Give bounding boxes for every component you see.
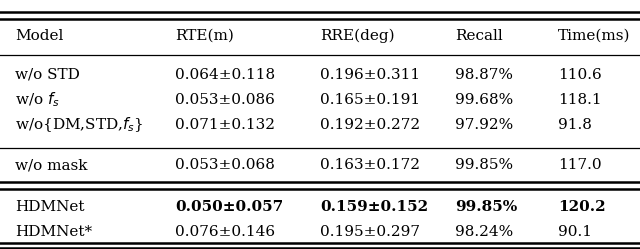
Text: 118.1: 118.1 [558, 93, 602, 107]
Text: 99.85%: 99.85% [455, 158, 513, 172]
Text: RTE(m): RTE(m) [175, 29, 234, 43]
Text: w/o STD: w/o STD [15, 68, 80, 82]
Text: 0.050±0.057: 0.050±0.057 [175, 200, 284, 214]
Text: 97.92%: 97.92% [455, 118, 513, 132]
Text: 99.68%: 99.68% [455, 93, 513, 107]
Text: 0.159±0.152: 0.159±0.152 [320, 200, 428, 214]
Text: 0.071±0.132: 0.071±0.132 [175, 118, 275, 132]
Text: w/o{DM,STD,$f_s$}: w/o{DM,STD,$f_s$} [15, 116, 143, 134]
Text: 110.6: 110.6 [558, 68, 602, 82]
Text: 0.192±0.272: 0.192±0.272 [320, 118, 420, 132]
Text: Time(ms): Time(ms) [558, 29, 630, 43]
Text: 98.24%: 98.24% [455, 225, 513, 239]
Text: 0.064±0.118: 0.064±0.118 [175, 68, 275, 82]
Text: HDMNet: HDMNet [15, 200, 84, 214]
Text: w/o mask: w/o mask [15, 158, 88, 172]
Text: 0.053±0.068: 0.053±0.068 [175, 158, 275, 172]
Text: 0.163±0.172: 0.163±0.172 [320, 158, 420, 172]
Text: w/o $f_s$: w/o $f_s$ [15, 91, 60, 109]
Text: 0.196±0.311: 0.196±0.311 [320, 68, 420, 82]
Text: 99.85%: 99.85% [455, 200, 517, 214]
Text: Recall: Recall [455, 29, 503, 43]
Text: 117.0: 117.0 [558, 158, 602, 172]
Text: 0.053±0.086: 0.053±0.086 [175, 93, 275, 107]
Text: 98.87%: 98.87% [455, 68, 513, 82]
Text: Model: Model [15, 29, 63, 43]
Text: 0.165±0.191: 0.165±0.191 [320, 93, 420, 107]
Text: 0.195±0.297: 0.195±0.297 [320, 225, 420, 239]
Text: HDMNet*: HDMNet* [15, 225, 92, 239]
Text: 90.1: 90.1 [558, 225, 592, 239]
Text: 120.2: 120.2 [558, 200, 605, 214]
Text: RRE(deg): RRE(deg) [320, 29, 395, 43]
Text: 91.8: 91.8 [558, 118, 592, 132]
Text: 0.076±0.146: 0.076±0.146 [175, 225, 275, 239]
